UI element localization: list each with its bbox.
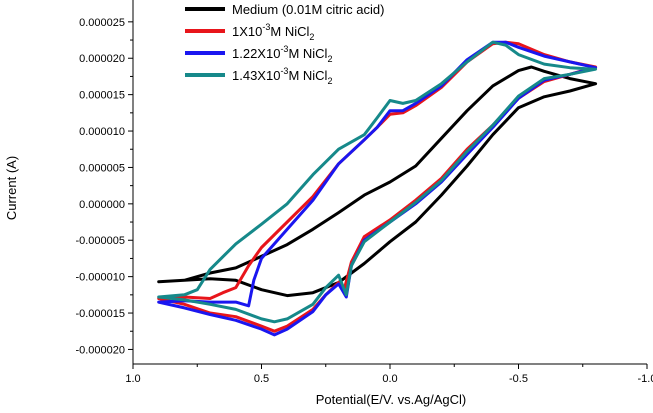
- y-tick-label: -0.000005: [75, 235, 125, 247]
- legend-label-4: 1.43X10-3M NiCl2: [232, 66, 332, 86]
- y-tick-label: 0.000015: [79, 90, 125, 102]
- x-tick-label: 1.0: [125, 373, 140, 385]
- y-tick-label: 0.000025: [79, 17, 125, 29]
- y-axis-title: Current (A): [4, 156, 19, 220]
- y-tick-label: -0.000015: [75, 308, 125, 320]
- x-tick-label: 0.5: [254, 373, 269, 385]
- x-tick-label: 0.0: [382, 373, 397, 385]
- y-axis-ticks: -0.000020 -0.000015 -0.000010 -0.000005 0.00…: [75, 17, 133, 356]
- x-tick-label: -0.5: [509, 373, 528, 385]
- series-line-3: [157, 40, 598, 337]
- x-axis-ticks: 1.0 0.5 0.0 -0.5 -1.0: [125, 364, 653, 385]
- x-axis-title: Potential(E/V. vs.Ag/AgCl): [316, 392, 467, 407]
- y-tick-label: 0.000005: [79, 162, 125, 174]
- legend-label-1: Medium (0.01M citric acid): [232, 2, 384, 17]
- legend: Medium (0.01M citric acid)1X10-3M NiCl21…: [185, 2, 384, 86]
- series-layer: [157, 40, 598, 337]
- legend-label-2: 1X10-3M NiCl2: [232, 22, 314, 42]
- x-tick-label: -1.0: [638, 373, 653, 385]
- series-line-2: [157, 40, 598, 333]
- y-tick-label: -0.000010: [75, 272, 125, 284]
- series-line-1: [157, 65, 598, 298]
- y-tick-label: -0.000020: [75, 344, 125, 356]
- series-line-4: [157, 40, 598, 324]
- legend-label-3: 1.22X10-3M NiCl2: [232, 44, 332, 64]
- y-tick-label: 0.000010: [79, 126, 125, 138]
- y-tick-label: 0.000020: [79, 53, 125, 65]
- y-tick-label: 0.000000: [79, 199, 125, 211]
